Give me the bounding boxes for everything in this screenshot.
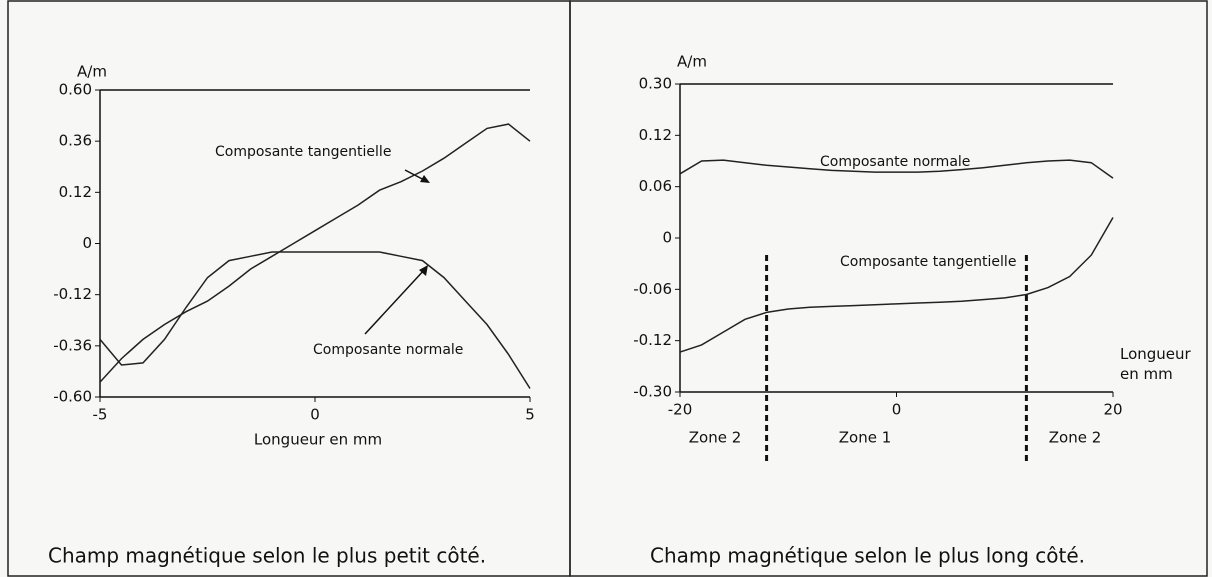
x-tick-label: -5 (93, 406, 108, 424)
curve-label: Composante tangentielle (840, 254, 1016, 270)
y-tick-label: 0.12 (639, 126, 672, 144)
x-tick-label: 0 (892, 401, 902, 419)
curve-label: Composante normale (313, 342, 463, 358)
y-tick-label: -0.30 (633, 383, 672, 401)
arrow-head (419, 265, 428, 276)
y-tick-label: -0.06 (633, 280, 672, 298)
data-line (99, 251, 531, 389)
y-tick-label: 0.60 (59, 81, 92, 99)
y-tick-label: 0.12 (59, 183, 92, 201)
y-axis-label: A/m (77, 63, 107, 81)
y-tick-label: -0.12 (633, 331, 672, 349)
arrow-head (420, 175, 430, 183)
arrow (364, 267, 427, 335)
x-tick-label: 0 (310, 406, 320, 424)
y-tick-label: 0.30 (639, 75, 672, 93)
x-tick-label: -20 (668, 401, 693, 419)
data-line (99, 123, 531, 383)
data-line (679, 159, 1114, 179)
zone-label: Zone 1 (839, 429, 892, 447)
y-tick-label: 0.06 (639, 177, 672, 195)
curve-label: Composante normale (820, 154, 970, 170)
x-tick-label: 5 (525, 406, 535, 424)
y-tick-label: -0.36 (53, 336, 92, 354)
y-tick-label: 0 (82, 234, 92, 252)
caption: Champ magnétique selon le plus petit côt… (48, 544, 486, 568)
y-tick-label: 0.36 (59, 132, 92, 150)
caption: Champ magnétique selon le plus long côté… (650, 544, 1085, 568)
x-axis-label: Longueur en mm (1120, 345, 1191, 383)
y-tick-label: 0 (662, 229, 672, 247)
panel-left (7, 0, 571, 577)
y-tick-label: -0.12 (53, 285, 92, 303)
zone-label: Zone 2 (689, 429, 742, 447)
data-line (679, 217, 1114, 353)
y-tick-label: -0.60 (53, 388, 92, 406)
y-axis-label: A/m (677, 53, 707, 71)
zone-label: Zone 2 (1049, 429, 1102, 447)
curve-label: Composante tangentielle (215, 144, 391, 160)
x-tick-label: 20 (1103, 401, 1122, 419)
x-axis-label: Longueur en mm (254, 431, 382, 449)
panel-right (569, 0, 1208, 577)
